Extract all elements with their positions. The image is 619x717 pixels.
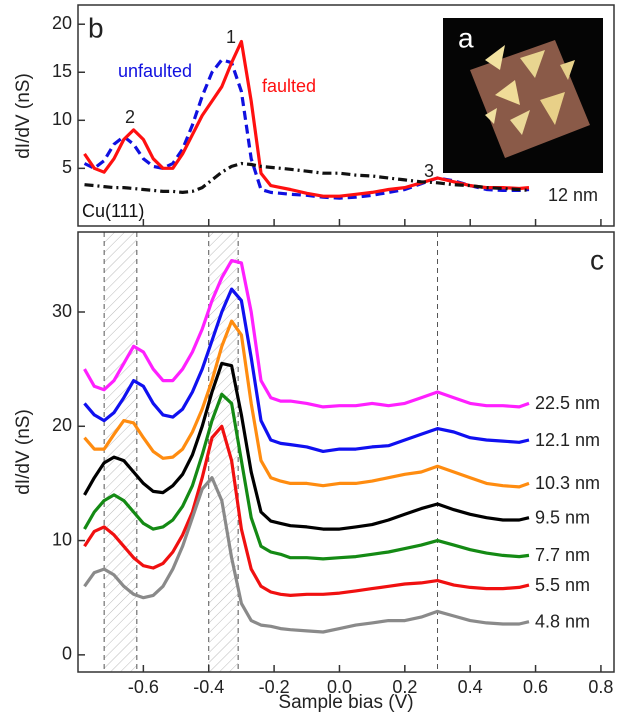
x-tick-label: 0.2 bbox=[392, 677, 417, 697]
series-label: 5.5 nm bbox=[535, 575, 590, 595]
x-axis-label: Sample bias (V) bbox=[278, 692, 413, 713]
peak-label: 2 bbox=[125, 107, 135, 127]
y-tick-label: 15 bbox=[52, 61, 72, 81]
size-label: 12 nm bbox=[548, 185, 598, 205]
data-line bbox=[83, 476, 530, 634]
data-line bbox=[83, 424, 530, 597]
y-axis-label: dI/dV (nS) bbox=[13, 409, 34, 495]
y-tick-label: 0 bbox=[62, 644, 72, 664]
series-label: 4.8 nm bbox=[535, 611, 590, 631]
shaded-span bbox=[104, 232, 137, 672]
data-line bbox=[83, 259, 530, 409]
y-tick-label: 30 bbox=[52, 301, 72, 321]
x-tick-label: -0.4 bbox=[193, 677, 224, 697]
plot-frame bbox=[77, 231, 615, 673]
panel-label: b bbox=[88, 12, 104, 43]
x-tick-label: 0.0 bbox=[327, 677, 352, 697]
y-tick-label: 10 bbox=[52, 109, 72, 129]
series-label: 12.1 nm bbox=[535, 430, 600, 450]
y-tick-label: 5 bbox=[62, 157, 72, 177]
plot-frame bbox=[77, 4, 615, 227]
series-label: 22.5 nm bbox=[535, 393, 600, 413]
series-label: Cu(111) bbox=[82, 201, 144, 221]
peak-label: 1 bbox=[226, 27, 236, 47]
peak-label: 3 bbox=[424, 161, 434, 181]
y-axis-label: dI/dV (nS) bbox=[13, 73, 34, 159]
x-tick-label: -0.6 bbox=[128, 677, 159, 697]
y-tick-label: 20 bbox=[52, 13, 72, 33]
series-label: 10.3 nm bbox=[535, 473, 600, 493]
data-line bbox=[83, 319, 530, 489]
y-tick-label: 20 bbox=[52, 415, 72, 435]
x-tick-label: 0.4 bbox=[458, 677, 483, 697]
y-tick-label: 10 bbox=[52, 529, 72, 549]
series-label: unfaulted bbox=[118, 61, 192, 81]
x-tick-label: 0.8 bbox=[588, 677, 613, 697]
series-label: faulted bbox=[262, 76, 316, 96]
data-line bbox=[83, 361, 530, 531]
series-label: 9.5 nm bbox=[535, 507, 590, 527]
inset-label: a bbox=[458, 22, 474, 53]
data-line bbox=[83, 39, 530, 198]
series-label: 7.7 nm bbox=[535, 545, 590, 565]
x-tick-label: -0.2 bbox=[259, 677, 290, 697]
data-line bbox=[84, 161, 530, 194]
afm-inset bbox=[443, 18, 603, 173]
x-tick-label: 0.6 bbox=[523, 677, 548, 697]
panel-label: c bbox=[590, 244, 604, 275]
data-line bbox=[83, 392, 530, 561]
data-line bbox=[83, 287, 530, 453]
